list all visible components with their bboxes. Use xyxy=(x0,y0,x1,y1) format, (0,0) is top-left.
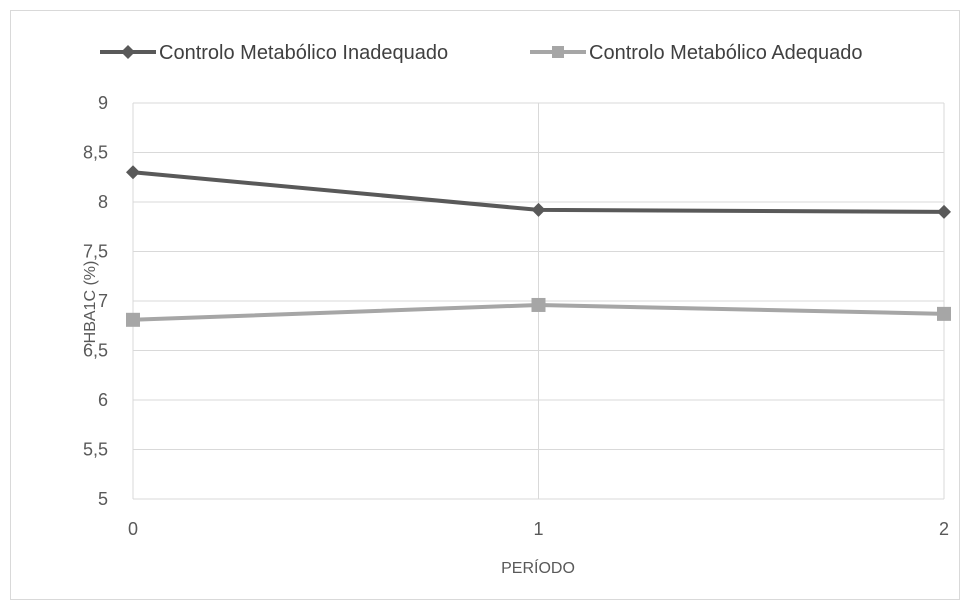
x-axis-title: PERÍODO xyxy=(501,558,575,577)
y-tick-label: 6 xyxy=(98,390,108,410)
y-tick-label: 5,5 xyxy=(83,440,108,460)
series-markers xyxy=(126,165,951,327)
legend-item-adequado: Controlo Metabólico Adequado xyxy=(530,42,863,64)
legend: Controlo Metabólico Inadequado Controlo … xyxy=(100,42,863,64)
y-tick-label: 9 xyxy=(98,93,108,113)
y-tick-labels: 5 5,5 6 6,5 7 7,5 8 8,5 9 xyxy=(83,93,108,509)
y-axis-title: HBA1C (%) xyxy=(82,261,99,344)
data-point-diamond xyxy=(531,202,546,217)
data-point-square xyxy=(937,306,951,321)
legend-marker-square xyxy=(552,46,564,58)
x-tick-label: 0 xyxy=(128,519,138,539)
y-tick-label: 8 xyxy=(98,192,108,212)
y-tick-label: 5 xyxy=(98,489,108,509)
y-tick-label: 6,5 xyxy=(83,341,108,361)
x-tick-label: 2 xyxy=(939,519,949,539)
legend-label-inadequado: Controlo Metabólico Inadequado xyxy=(159,42,448,64)
data-point-square xyxy=(531,297,546,312)
legend-item-inadequado: Controlo Metabólico Inadequado xyxy=(100,42,448,64)
legend-marker-diamond xyxy=(121,45,135,59)
y-tick-label: 7 xyxy=(98,291,108,311)
x-tick-label: 1 xyxy=(533,519,543,539)
x-tick-labels: 0 1 2 xyxy=(128,519,949,539)
data-point-diamond xyxy=(937,204,951,219)
data-point-square xyxy=(126,312,140,327)
data-point-diamond xyxy=(126,165,140,180)
y-tick-label: 7,5 xyxy=(83,242,108,262)
y-tick-label: 8,5 xyxy=(83,143,108,163)
legend-label-adequado: Controlo Metabólico Adequado xyxy=(589,42,863,64)
